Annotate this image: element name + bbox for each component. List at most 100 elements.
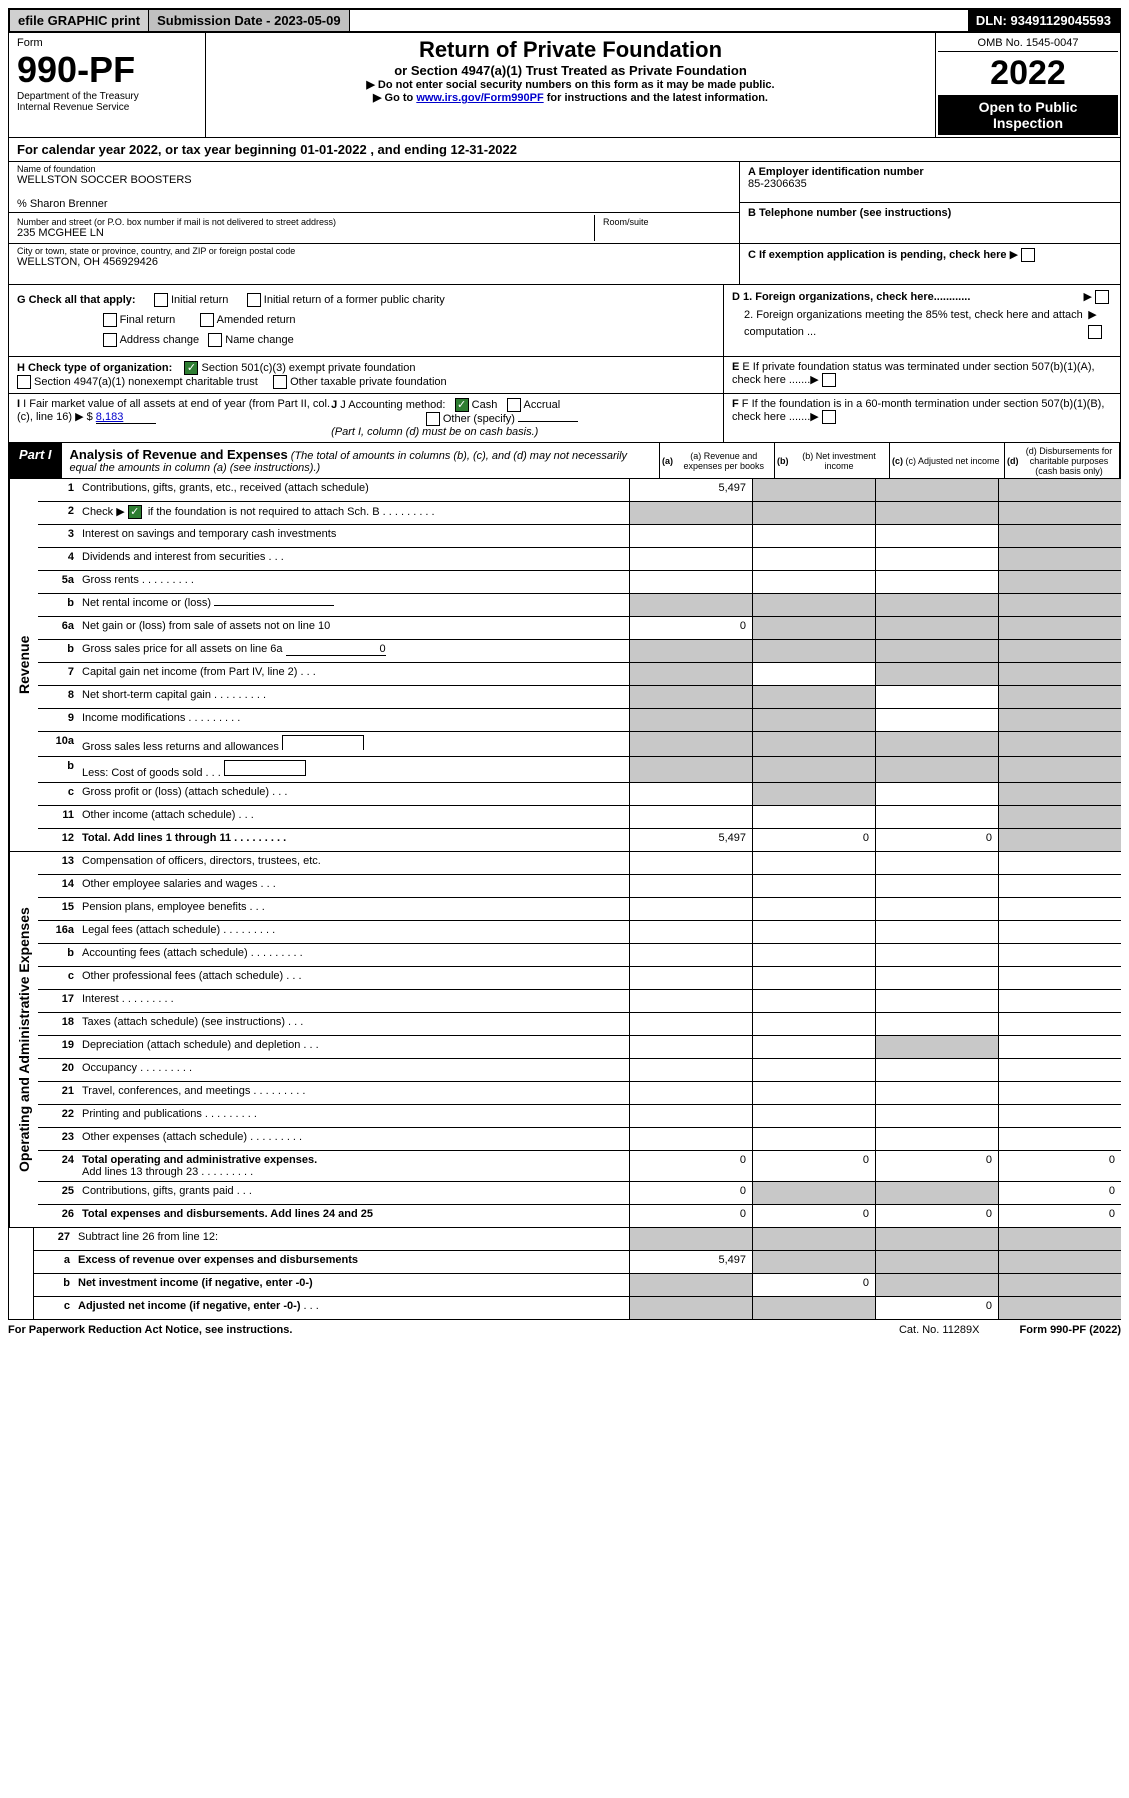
part1-desc: Analysis of Revenue and Expenses (The to…: [62, 443, 659, 478]
ein-value: 85-2306635: [748, 178, 1112, 190]
efile-label: efile GRAPHIC print: [10, 10, 149, 31]
line-5a: Gross rents . . . . . . . . .: [78, 571, 629, 593]
note-ssn: ▶ Do not enter social security numbers o…: [214, 78, 927, 91]
checkbox-f[interactable]: [822, 410, 836, 424]
identification-section: Name of foundation WELLSTON SOCCER BOOST…: [8, 162, 1121, 285]
note-link: ▶ Go to www.irs.gov/Form990PF for instru…: [214, 91, 927, 104]
val-24c: 0: [875, 1151, 998, 1181]
col-a-header: (a) Revenue and expenses per books: [676, 451, 772, 471]
line-17: Interest . . . . . . . . .: [78, 990, 629, 1012]
footer-left: For Paperwork Reduction Act Notice, see …: [8, 1324, 292, 1336]
line-8: Net short-term capital gain . . . . . . …: [78, 686, 629, 708]
val-24a: 0: [629, 1151, 752, 1181]
street-address: 235 MCGHEE LN: [17, 227, 586, 239]
city-state-zip: WELLSTON, OH 456929426: [17, 256, 731, 268]
checkbox-501c3[interactable]: [184, 361, 198, 375]
line-7: Capital gain net income (from Part IV, l…: [78, 663, 629, 685]
line-9: Income modifications . . . . . . . . .: [78, 709, 629, 731]
checkbox-initial[interactable]: [154, 293, 168, 307]
checkbox-sch-b[interactable]: [128, 505, 142, 519]
exemption-label: C If exemption application is pending, c…: [748, 249, 1007, 261]
checkbox-other-taxable[interactable]: [273, 375, 287, 389]
line-25: Contributions, gifts, grants paid . . .: [78, 1182, 629, 1204]
ein-label: A Employer identification number: [748, 166, 1112, 178]
checkbox-d2[interactable]: [1088, 325, 1102, 339]
submission-date: Submission Date - 2023-05-09: [149, 10, 350, 31]
checkbox-d1[interactable]: [1095, 290, 1109, 304]
fmv-value[interactable]: 8,183: [96, 411, 156, 424]
line-27a: Excess of revenue over expenses and disb…: [74, 1251, 629, 1273]
line-21: Travel, conferences, and meetings . . . …: [78, 1082, 629, 1104]
expenses-table: Operating and Administrative Expenses 13…: [8, 852, 1121, 1228]
checkbox-amended[interactable]: [200, 313, 214, 327]
checkbox-e[interactable]: [822, 373, 836, 387]
revenue-table: Revenue 1Contributions, gifts, grants, e…: [8, 479, 1121, 852]
j-note: (Part I, column (d) must be on cash basi…: [331, 426, 538, 438]
val-27b: 0: [752, 1274, 875, 1296]
line-15: Pension plans, employee benefits . . .: [78, 898, 629, 920]
page-footer: For Paperwork Reduction Act Notice, see …: [8, 1320, 1121, 1340]
line-10b: Less: Cost of goods sold . . .: [78, 757, 629, 782]
line-18: Taxes (attach schedule) (see instruction…: [78, 1013, 629, 1035]
line-20: Occupancy . . . . . . . . .: [78, 1059, 629, 1081]
line-26: Total expenses and disbursements. Add li…: [78, 1205, 629, 1227]
d2-label: 2. Foreign organizations meeting the 85%…: [732, 307, 1088, 342]
form-header: Form 990-PF Department of the Treasury I…: [8, 33, 1121, 138]
line-24: Total operating and administrative expen…: [78, 1151, 629, 1181]
checkbox-address[interactable]: [103, 333, 117, 347]
line-19: Depreciation (attach schedule) and deple…: [78, 1036, 629, 1058]
line-5b: Net rental income or (loss): [78, 594, 629, 616]
form-title: Return of Private Foundation: [214, 37, 927, 63]
line-12: Total. Add lines 1 through 11 . . . . . …: [78, 829, 629, 851]
form-label: Form: [17, 37, 197, 49]
checkbox-cash[interactable]: [455, 398, 469, 412]
line-3: Interest on savings and temporary cash i…: [78, 525, 629, 547]
line-6b: Gross sales price for all assets on line…: [78, 640, 629, 662]
checkbox-c[interactable]: [1021, 248, 1035, 262]
care-of: % Sharon Brenner: [17, 198, 731, 210]
line-6a: Net gain or (loss) from sale of assets n…: [78, 617, 629, 639]
section-i-j-f: I I Fair market value of all assets at e…: [8, 394, 1121, 443]
top-bar: efile GRAPHIC print Submission Date - 20…: [8, 8, 1121, 33]
h-label: H Check type of organization:: [17, 362, 172, 374]
line-27: Subtract line 26 from line 12:: [74, 1228, 629, 1250]
checkbox-name[interactable]: [208, 333, 222, 347]
val-26d: 0: [998, 1205, 1121, 1227]
d1-label: D 1. Foreign organizations, check here..…: [732, 291, 970, 303]
irs-link[interactable]: www.irs.gov/Form990PF: [416, 92, 543, 104]
val-25a: 0: [629, 1182, 752, 1204]
line-10a: Gross sales less returns and allowances: [78, 732, 629, 756]
val-27a: 5,497: [629, 1251, 752, 1273]
col-c-header: (c) Adjusted net income: [906, 456, 1000, 466]
address-label: Number and street (or P.O. box number if…: [17, 217, 586, 227]
form-number: 990-PF: [17, 49, 197, 91]
val-12a: 5,497: [629, 829, 752, 851]
line27-table: 27Subtract line 26 from line 12: aExcess…: [8, 1228, 1121, 1320]
inspection-label: Open to Public Inspection: [938, 95, 1118, 135]
checkbox-initial-former[interactable]: [247, 293, 261, 307]
line-27b: Net investment income (if negative, ente…: [74, 1274, 629, 1296]
checkbox-accrual[interactable]: [507, 398, 521, 412]
footer-right: Form 990-PF (2022): [1020, 1324, 1122, 1336]
line-27c: Adjusted net income (if negative, enter …: [74, 1297, 629, 1319]
phone-label: B Telephone number (see instructions): [748, 207, 1112, 219]
checkbox-other-method[interactable]: [426, 412, 440, 426]
dept-label: Department of the Treasury: [17, 91, 197, 102]
val-6a: 0: [629, 617, 752, 639]
form-subtitle: or Section 4947(a)(1) Trust Treated as P…: [214, 63, 927, 78]
omb-number: OMB No. 1545-0047: [938, 35, 1118, 52]
val-25d: 0: [998, 1182, 1121, 1204]
col-d-header: (d) Disbursements for charitable purpose…: [1021, 446, 1117, 476]
val-27c: 0: [875, 1297, 998, 1319]
checkbox-final[interactable]: [103, 313, 117, 327]
line-16a: Legal fees (attach schedule) . . . . . .…: [78, 921, 629, 943]
line-16c: Other professional fees (attach schedule…: [78, 967, 629, 989]
city-label: City or town, state or province, country…: [17, 246, 731, 256]
section-h-e: H Check type of organization: Section 50…: [8, 357, 1121, 394]
g-label: G Check all that apply:: [17, 294, 136, 306]
checkbox-4947[interactable]: [17, 375, 31, 389]
val-12b: 0: [752, 829, 875, 851]
val-26c: 0: [875, 1205, 998, 1227]
j-label: J Accounting method:: [340, 399, 445, 411]
val-26b: 0: [752, 1205, 875, 1227]
